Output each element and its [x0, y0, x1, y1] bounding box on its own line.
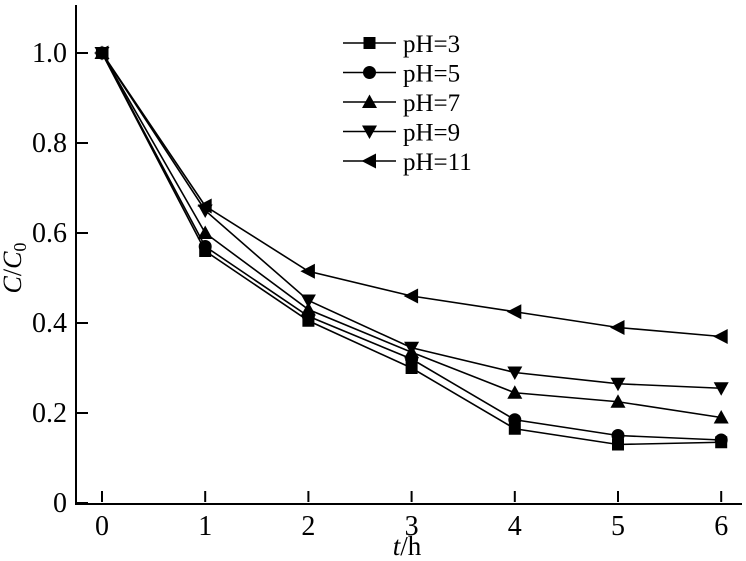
axes: [75, 5, 742, 505]
y-tick-label: 1.0: [32, 38, 67, 69]
data-point-ph-11: [610, 320, 625, 335]
triangle-down-icon: [362, 125, 377, 139]
legend-item-ph-3: pH=3: [343, 31, 460, 58]
data-point-ph-7: [610, 394, 626, 408]
data-point-ph-5: [198, 240, 212, 253]
legend-item-ph-5: pH=5: [343, 61, 460, 88]
data-point-ph-7: [300, 302, 316, 316]
data-point-ph-3: [508, 422, 521, 435]
data-point-ph-5: [714, 433, 728, 447]
series-markers: [94, 45, 729, 451]
data-point-ph-9: [610, 377, 626, 392]
data-point-ph-11: [94, 45, 109, 61]
data-point-ph-11: [713, 329, 728, 344]
data-point-ph-7: [197, 225, 213, 239]
data-point-ph-9: [713, 382, 729, 396]
data-point-ph-9: [404, 341, 420, 356]
legend-item-ph-9: pH=9: [343, 120, 460, 147]
x-tick-label: 5: [611, 511, 625, 542]
x-axis: 0 1 2 3 4 5 6: [95, 491, 728, 542]
square-icon: [363, 37, 376, 49]
legend-label: pH=3: [403, 31, 460, 58]
legend-item-ph-7: pH=7: [343, 90, 460, 117]
y-axis-title: C/C0: [0, 242, 30, 293]
data-point-ph-3: [612, 438, 624, 451]
y-tick-label: 0.6: [32, 218, 67, 249]
x-tick-label: 2: [301, 511, 315, 542]
y-tick-label: 0: [53, 488, 67, 519]
legend: pH=3 pH=5pH=7 pH=9pH=11: [343, 31, 472, 176]
y-tick-label: 0.2: [32, 398, 67, 429]
triangle-left-icon: [361, 153, 376, 169]
legend-item-ph-11: pH=11: [343, 149, 472, 176]
data-point-ph-11: [403, 288, 419, 304]
x-tick-label: 3: [405, 511, 419, 542]
data-point-ph-9: [300, 294, 316, 308]
circle-icon: [363, 66, 376, 79]
data-point-ph-11: [506, 304, 522, 320]
x-tick-label: 1: [198, 511, 212, 542]
y-tick-label: 0.4: [32, 308, 67, 339]
data-point-ph-5: [611, 429, 625, 442]
legend-label: pH=9: [403, 120, 460, 147]
data-point-ph-3: [405, 362, 418, 374]
triangle-up-icon: [362, 94, 377, 108]
legend-label: pH=5: [403, 61, 460, 88]
data-point-ph-9: [507, 366, 523, 380]
data-point-ph-5: [508, 413, 522, 427]
y-tick-label: 0.8: [32, 128, 67, 159]
x-tick-label: 4: [508, 511, 522, 542]
x-tick-label: 0: [95, 511, 109, 542]
y-axis: 0 0.2 0.4 0.6 0.8 1.0: [32, 38, 88, 519]
data-point-ph-7: [713, 410, 729, 424]
legend-label: pH=11: [403, 149, 472, 176]
x-axis-title: t/h: [393, 531, 422, 561]
data-point-ph-11: [197, 198, 212, 214]
data-point-ph-7: [507, 385, 523, 399]
data-point-ph-11: [300, 263, 315, 279]
legend-label: pH=7: [403, 90, 460, 117]
x-tick-label: 6: [714, 511, 728, 542]
